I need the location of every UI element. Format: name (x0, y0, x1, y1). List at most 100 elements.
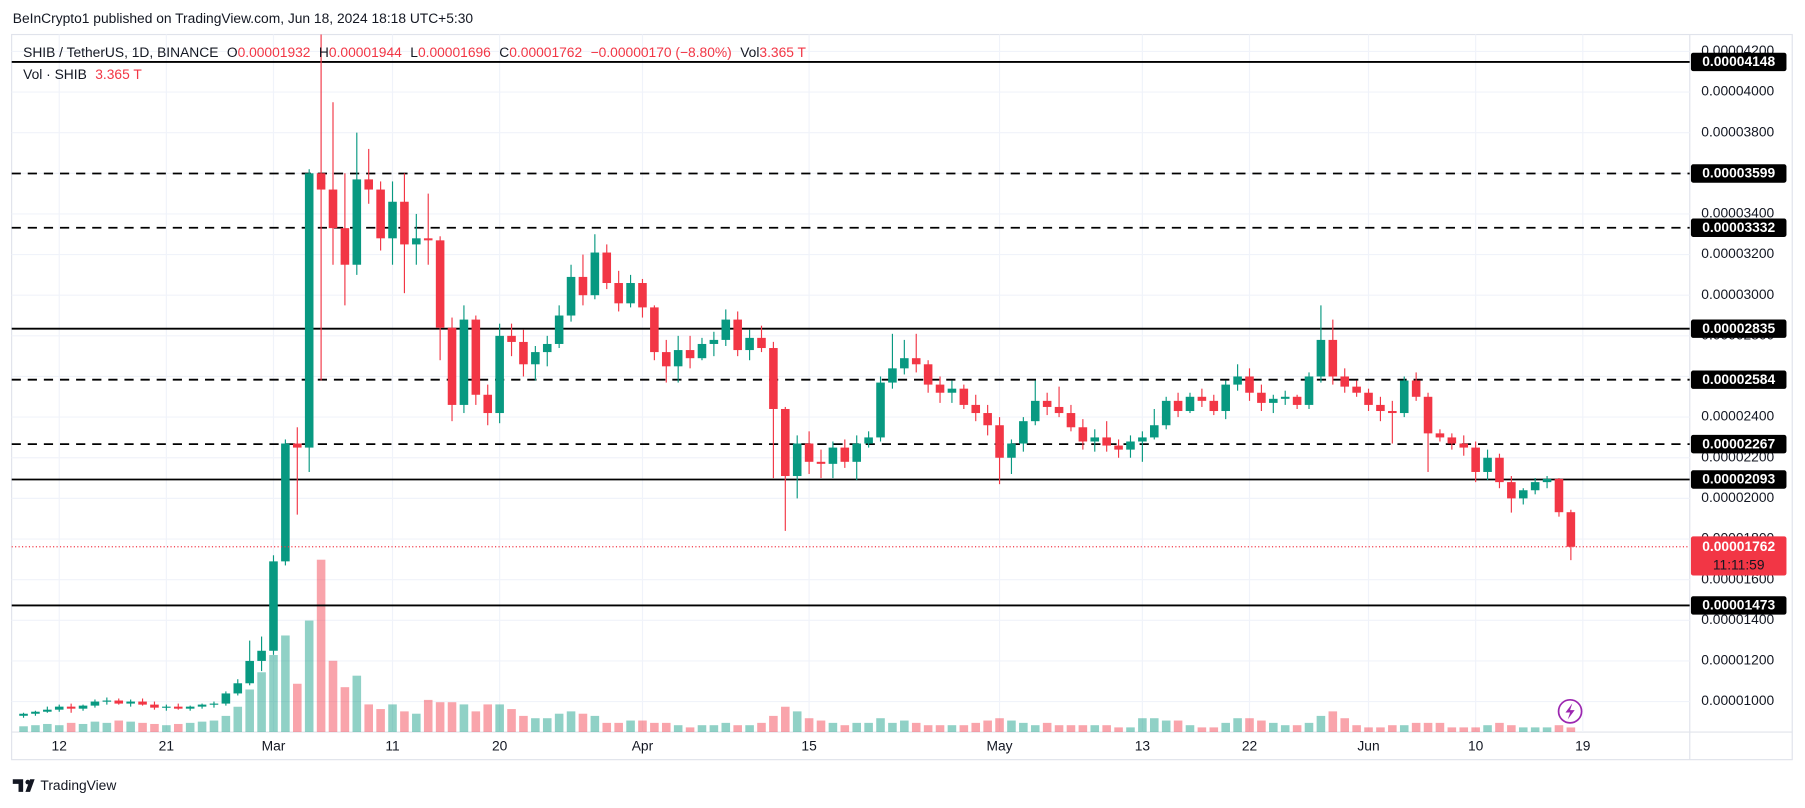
alert-bolt (1565, 703, 1575, 720)
volume-bar (1399, 725, 1409, 733)
candle-body (388, 201, 397, 239)
candle-body (876, 382, 885, 438)
candle-body (1078, 427, 1088, 442)
candle-body (1530, 482, 1540, 491)
candle-body (293, 443, 302, 448)
volume-bar (269, 655, 278, 733)
volume-bar (1566, 727, 1576, 733)
volume-bar (947, 725, 957, 733)
candle-body (1090, 437, 1100, 442)
candle-body (364, 179, 373, 190)
close-value: 0.00001762 (509, 44, 582, 60)
candle-body (590, 252, 600, 296)
candle-body (1245, 376, 1254, 393)
chart-frame (11, 33, 1793, 761)
level-label: 0.00002093 (1702, 471, 1775, 487)
alert-icon[interactable] (1557, 698, 1583, 724)
candle-body (257, 650, 266, 661)
low-value: 0.00001696 (418, 44, 491, 60)
volume-bar (745, 725, 754, 733)
publish-header: BeInCrypto1 published on TradingView.com… (13, 10, 474, 26)
candle-body (602, 252, 612, 284)
candle-body (721, 319, 731, 340)
volume-bar (1221, 722, 1230, 733)
volume-legend-value: 3.365 T (95, 65, 142, 81)
candle-body (1185, 396, 1195, 412)
volume-bar (1209, 727, 1219, 733)
candle-body (888, 368, 897, 383)
volume-bar (1495, 722, 1504, 733)
logo-dot (25, 779, 31, 785)
candle-body (19, 713, 28, 716)
candle-body (971, 404, 981, 414)
y-tick-label: 0.00002000 (1701, 489, 1774, 505)
candle-body (114, 700, 124, 704)
candle-body (1340, 376, 1350, 387)
volume-bar (1316, 715, 1326, 733)
candle-body (769, 348, 778, 409)
volume-bar (1042, 722, 1052, 733)
symbol: SHIB / TetherUS, 1D, BINANCE (23, 44, 218, 60)
volume-bar (54, 725, 64, 733)
level-label-box (1690, 218, 1787, 237)
candle-body (745, 337, 754, 351)
candle-body (1483, 457, 1492, 472)
candle-body (935, 384, 945, 393)
x-tick-label: Jun (1357, 738, 1379, 754)
volume-bar (293, 683, 302, 733)
candle-body (1566, 512, 1576, 547)
volume-bar (376, 709, 385, 733)
candle-body (269, 561, 278, 651)
volume-bar (328, 660, 338, 733)
candle-body (578, 276, 588, 296)
volume-bar (1459, 727, 1469, 733)
candle-body (435, 240, 445, 328)
y-tick-label: 0.00001200 (1701, 652, 1774, 668)
volume-bar (1411, 722, 1421, 733)
candle-body (376, 189, 385, 239)
candle-body (1376, 404, 1385, 412)
volume-bar (364, 704, 373, 733)
candle-body (1316, 339, 1326, 377)
volume-bar (995, 718, 1004, 733)
volume-bar (150, 723, 159, 733)
volume-bar (412, 713, 421, 733)
candle-body (1054, 406, 1064, 414)
y-tick-label: 0.00004000 (1701, 83, 1774, 99)
volume-bar (209, 720, 219, 733)
candle-body (1007, 443, 1016, 458)
x-tick-label: 19 (1575, 738, 1591, 754)
x-tick-label: Apr (632, 738, 654, 754)
candle-body (531, 352, 540, 365)
candle-body (1257, 392, 1266, 403)
x-tick-label: 10 (1468, 738, 1484, 754)
x-tick-label: Mar (262, 738, 286, 754)
volume-bar (1292, 725, 1302, 733)
y-tick-label: 0.00001000 (1701, 692, 1774, 708)
candle-body (1518, 490, 1528, 499)
volume-bar (614, 722, 623, 733)
candle-body (983, 413, 992, 426)
candle-body (459, 319, 469, 405)
volume-bar (697, 725, 707, 733)
candle-body (1304, 376, 1314, 405)
volume-bar (245, 689, 254, 733)
x-tick-label: 11 (385, 738, 399, 754)
volume-bar (1364, 727, 1373, 733)
candle-body (1435, 433, 1445, 438)
candle-body (1352, 386, 1361, 393)
close-key: C (499, 44, 509, 60)
candle-body (197, 704, 207, 707)
volume-bar (1126, 727, 1135, 733)
volume-bar (400, 711, 409, 733)
candle-body (400, 201, 409, 245)
candle-body (1364, 392, 1373, 405)
candle-body (1471, 447, 1480, 472)
volume-bar (769, 715, 778, 733)
level-label: 0.00002835 (1702, 320, 1775, 336)
volume-bar (1280, 725, 1290, 733)
candle-body (483, 394, 493, 414)
volume-bar (566, 711, 576, 733)
candle-body (1126, 441, 1135, 450)
volume-bar (626, 720, 635, 733)
